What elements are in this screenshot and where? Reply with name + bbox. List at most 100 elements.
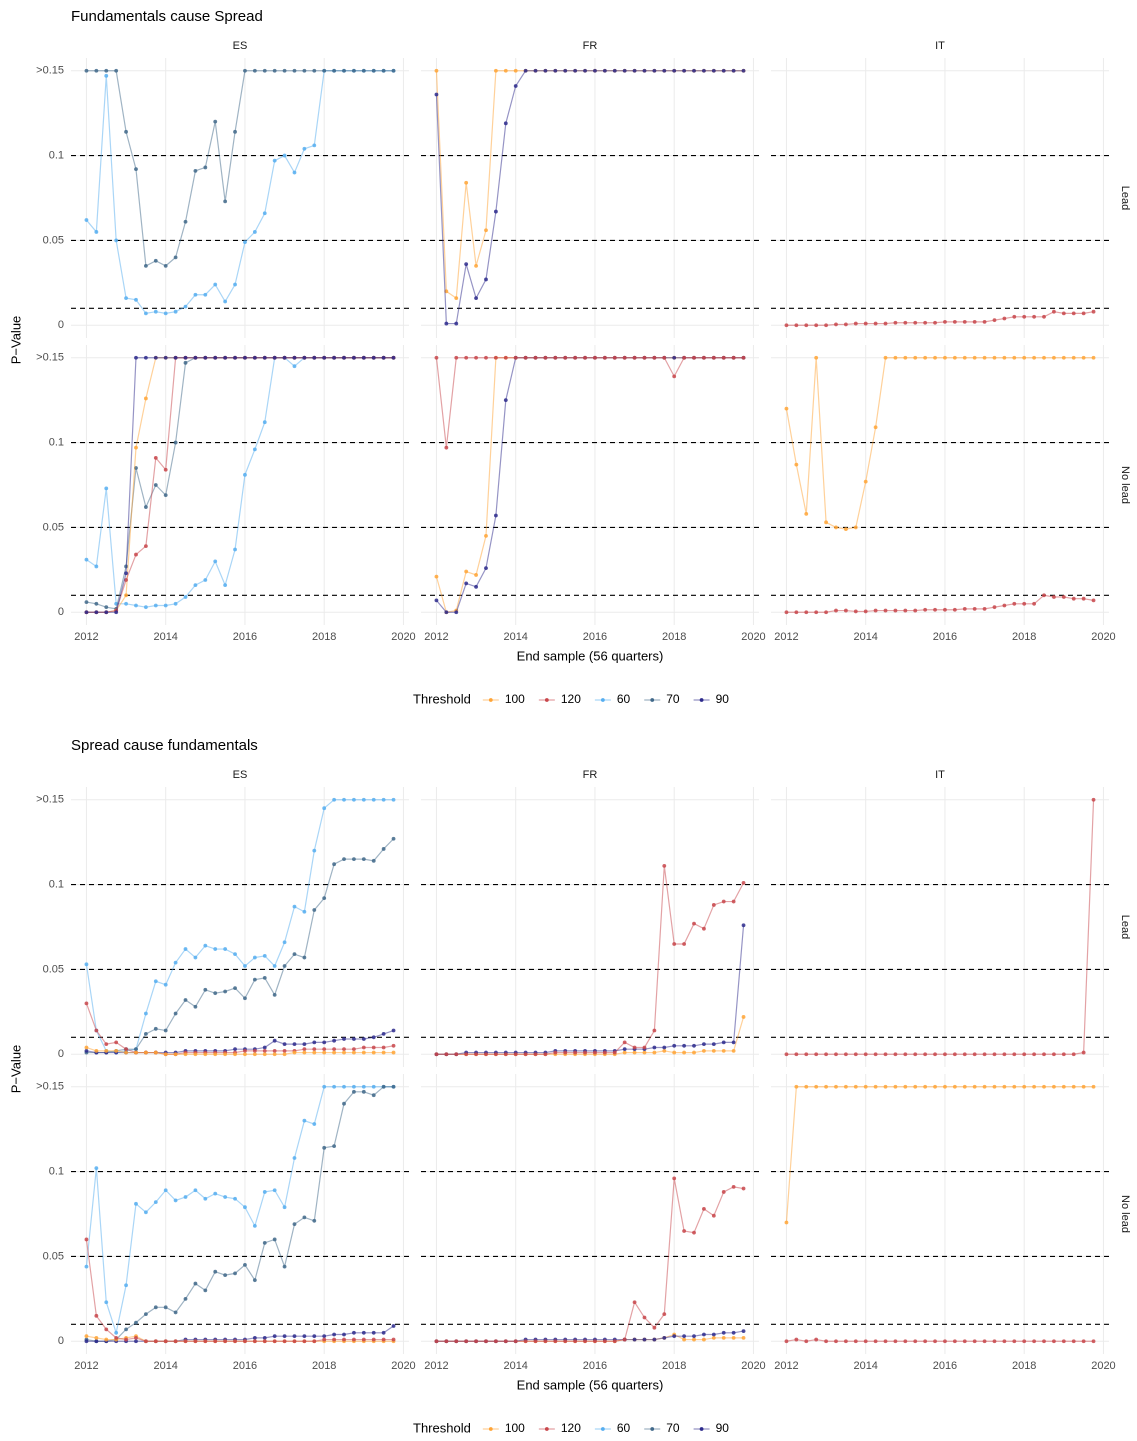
series-line [436,1178,744,1342]
data-point [804,1052,809,1057]
data-point [992,605,997,610]
data-point [361,1089,366,1094]
data-point [784,1220,789,1225]
x-tick-label: 2020 [741,1360,765,1372]
data-point [183,304,188,309]
data-point [523,1339,528,1344]
data-point [731,1048,736,1053]
y-tick-label: 0.05 [43,521,64,533]
data-point [982,606,987,611]
data-point [784,1052,789,1057]
data-point [282,1042,287,1046]
data-point [262,211,267,216]
data-point [352,857,356,862]
data-point [741,1015,746,1019]
data-point [1081,596,1086,601]
data-point [923,1084,928,1089]
data-point [173,601,178,606]
data-point [731,355,736,360]
data-point [104,486,109,491]
data-point [361,355,366,360]
data-point [612,1050,617,1055]
data-point [721,68,726,73]
data-point [203,1339,208,1344]
data-point [322,68,327,73]
x-tick-label: 2020 [1091,631,1115,643]
data-point [84,1237,89,1242]
data-point [721,1040,726,1045]
x-tick-label: 2014 [853,631,877,643]
row-strip-label: No lead [1119,466,1131,504]
data-point [883,1084,888,1089]
data-point [563,1050,568,1055]
data-point [834,608,838,613]
x-tick-label: 2020 [391,1360,415,1372]
data-point [513,1052,518,1057]
data-point [213,1339,218,1344]
data-point [193,168,198,173]
data-point [272,1334,277,1339]
data-point [134,1320,138,1325]
data-point [252,230,257,234]
legend-label: 70 [666,692,680,706]
data-point [163,982,168,987]
data-point [243,1205,247,1210]
y-tick-label: 0 [58,1048,64,1060]
data-point [143,505,148,509]
x-tick-label: 2016 [583,631,607,643]
data-point [292,1042,297,1046]
data-point [163,355,168,360]
data-point [493,355,498,360]
data-point [1022,314,1027,319]
data-point [523,355,528,360]
data-point [143,1011,148,1016]
data-point [943,319,947,324]
data-point [183,1296,188,1301]
data-point [632,1045,637,1050]
data-point [1012,1052,1017,1057]
data-point [503,355,508,360]
data-point [352,1084,356,1089]
legend-title: Threshold [413,1420,471,1435]
data-point [94,1335,99,1340]
data-point [371,1084,376,1089]
data-point [1032,1084,1037,1089]
data-point [622,1047,627,1052]
data-point [143,1210,148,1215]
data-point [692,355,696,360]
data-point [632,1300,637,1305]
data-point [94,230,99,234]
series-line [435,357,744,613]
data-point [804,610,809,615]
data-point [834,1052,838,1057]
data-point [1091,1339,1096,1344]
data-point [332,1047,337,1052]
y-tick-label: >0.15 [36,352,64,364]
data-point [1012,355,1017,360]
data-point [711,68,716,73]
data-point [843,1339,848,1344]
data-point [173,440,178,445]
data-point [282,940,287,945]
x-tick-label: 2020 [1091,1360,1115,1372]
data-point [134,1201,138,1206]
data-point [1042,1052,1046,1057]
data-point [962,606,967,611]
data-point [272,992,277,997]
data-point [484,228,488,233]
data-point [1061,1084,1066,1089]
data-point [381,847,386,851]
data-point [134,603,138,608]
data-point [794,1084,799,1089]
data-point [84,557,89,562]
y-tick-label: >0.15 [36,1081,64,1093]
data-point [952,319,957,324]
data-point [134,1047,138,1052]
data-point [332,1050,337,1055]
data-point [332,1144,337,1149]
data-point [233,1339,237,1344]
data-point [312,143,317,148]
data-point [573,355,578,360]
data-point [672,1334,677,1339]
data-point [292,364,297,369]
